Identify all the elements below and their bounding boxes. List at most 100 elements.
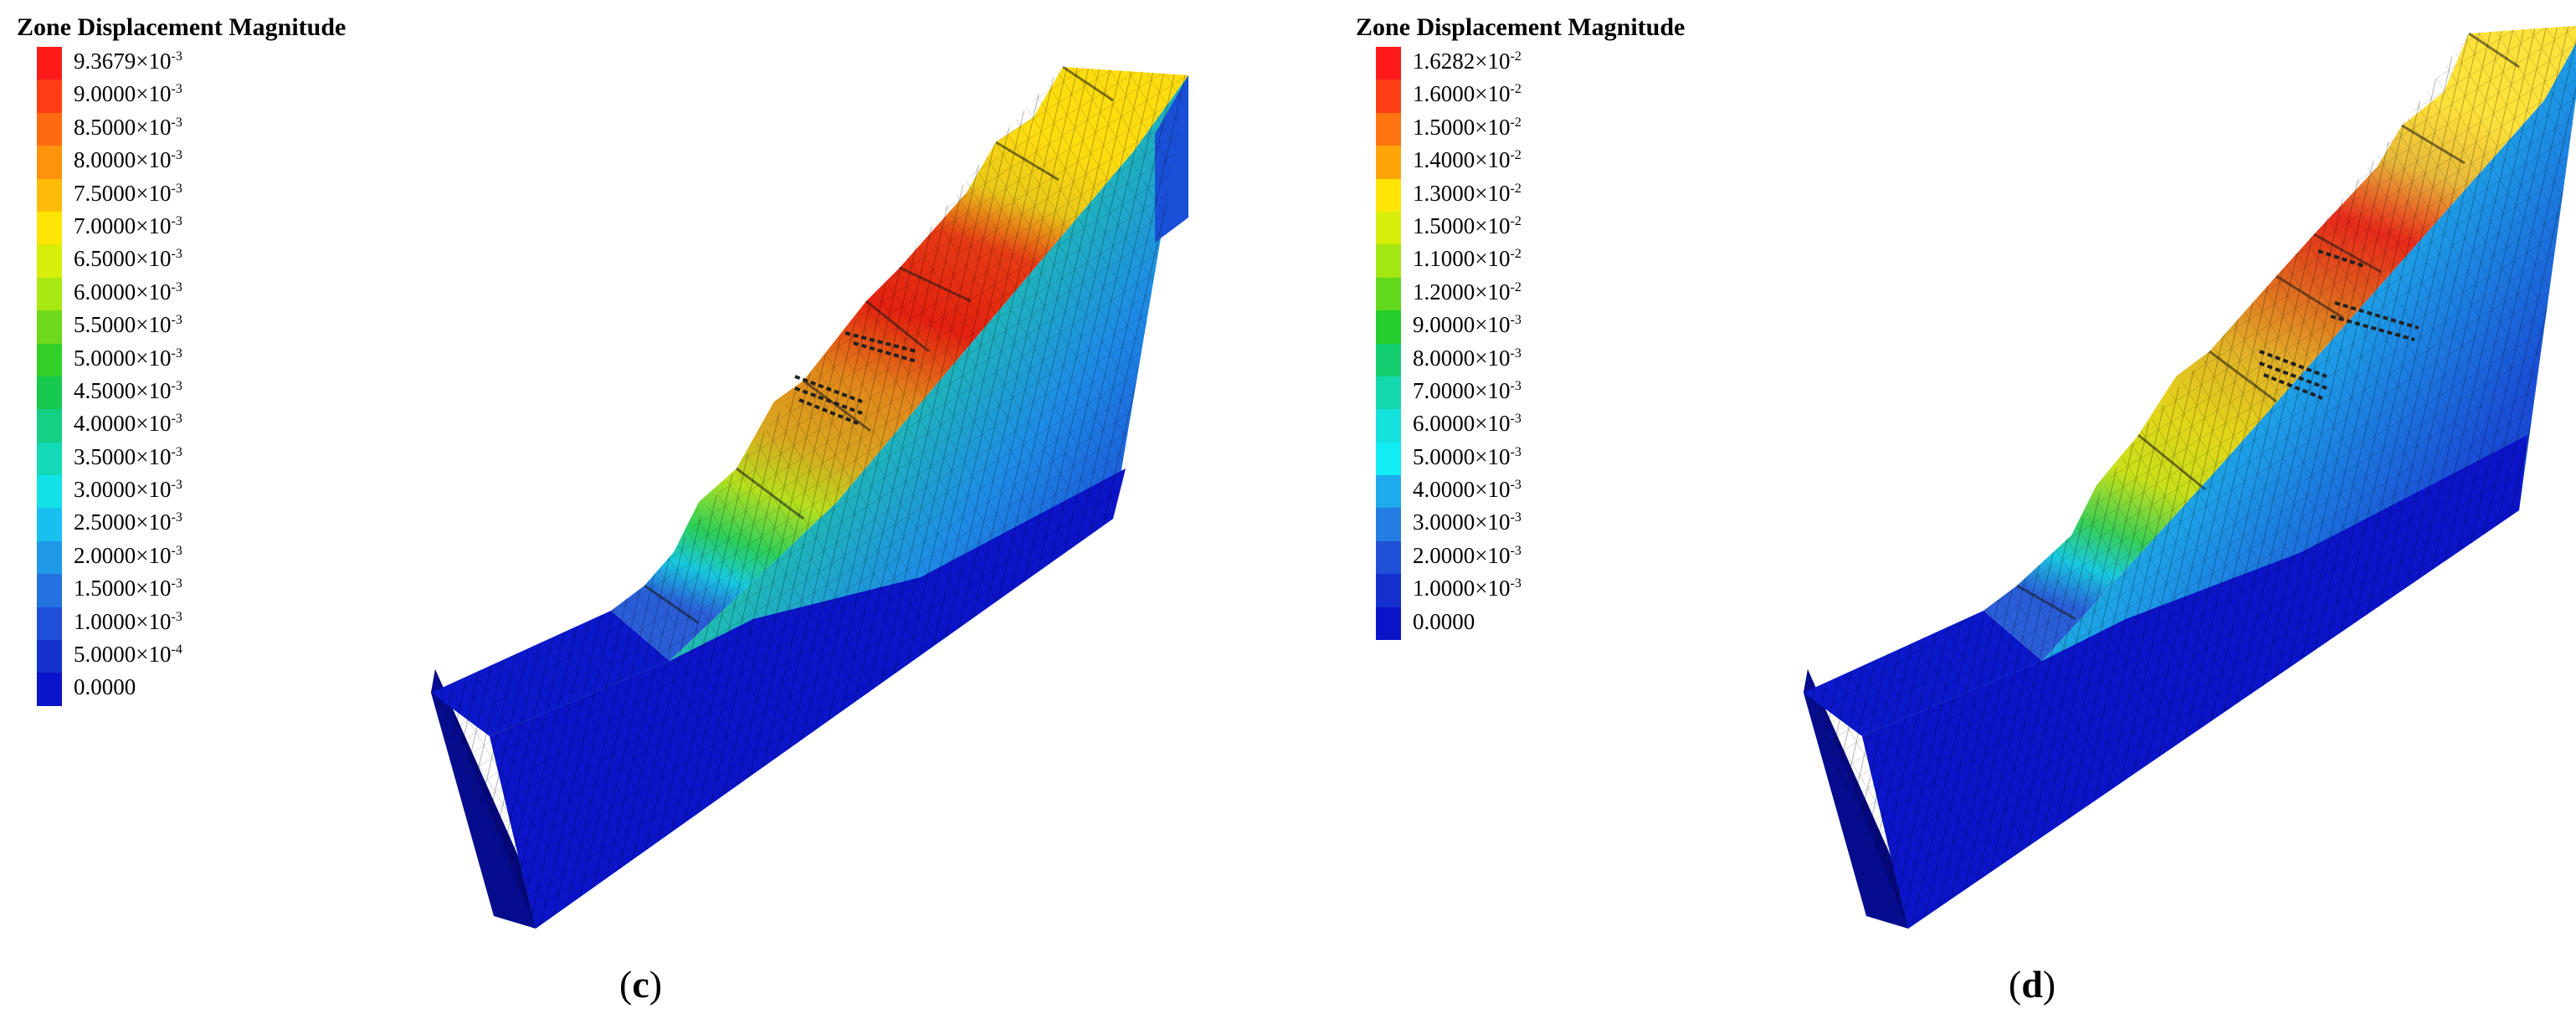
legend-value: 1.0000 xyxy=(1413,576,1475,601)
legend-swatch xyxy=(37,409,62,443)
legend-value: 3.0000 xyxy=(1413,509,1475,535)
legend-exponent: -3 xyxy=(1510,478,1521,493)
legend-value: 1.6282 xyxy=(1413,49,1475,74)
legend-label: 0.0000 xyxy=(74,674,136,699)
legend-value: 1.5000 xyxy=(74,576,136,601)
legend-label: 8.0000×10-3 xyxy=(74,147,182,173)
legend-label: 7.0000×10-3 xyxy=(74,212,182,238)
legend-swatch xyxy=(37,442,62,476)
legend-exponent: -2 xyxy=(1510,247,1521,262)
legend-exponent: -3 xyxy=(1510,543,1521,558)
legend-swatch xyxy=(1376,475,1401,509)
legend-exponent: -3 xyxy=(1510,576,1521,591)
legend-exponent: -2 xyxy=(1510,49,1521,64)
panel-c: Zone Displacement Magnitude 9.3679×10-3 9… xyxy=(17,13,1188,1006)
panel-caption: (d) xyxy=(2009,963,2056,1006)
legend-swatch xyxy=(37,376,62,410)
legend-swatch xyxy=(37,607,62,641)
legend-swatch xyxy=(37,146,62,179)
legend-exponent: -3 xyxy=(171,49,182,64)
legend-value: 6.0000 xyxy=(74,279,136,305)
legend-value: 0.0000 xyxy=(74,674,136,700)
legend-exponent: -3 xyxy=(171,279,182,294)
legend-exponent: -4 xyxy=(171,642,182,658)
legend-exponent: -3 xyxy=(1510,412,1521,427)
legend-value: 4.0000 xyxy=(74,411,136,437)
legend-label: 6.0000×10-3 xyxy=(1413,411,1521,437)
legend-swatch xyxy=(1376,343,1401,376)
legend-swatch xyxy=(1376,508,1401,541)
legend-label: 2.0000×10-3 xyxy=(1413,542,1521,568)
legend-exponent: -3 xyxy=(171,346,182,361)
legend-label: 5.0000×10-3 xyxy=(74,345,182,371)
legend-swatch xyxy=(37,508,62,541)
legend-exponent: -3 xyxy=(1510,313,1521,328)
legend-label: 7.0000×10-3 xyxy=(1413,377,1521,403)
legend-label: 8.5000×10-3 xyxy=(74,114,182,140)
legend-swatch xyxy=(1376,47,1401,80)
legend-exponent: -3 xyxy=(171,576,182,591)
legend-label: 0.0000 xyxy=(1413,609,1475,634)
legend-value: 3.0000 xyxy=(74,477,136,503)
legend-value: 1.4000 xyxy=(1413,147,1475,173)
legend-label: 1.5000×10-2 xyxy=(1413,114,1521,140)
legend-swatch xyxy=(37,112,62,146)
legend-value: 2.0000 xyxy=(74,542,136,568)
legend-label: 1.5000×10-3 xyxy=(74,576,182,601)
legend-label: 3.0000×10-3 xyxy=(74,477,182,503)
legend-label: 9.0000×10-3 xyxy=(1413,312,1521,338)
legend-swatch xyxy=(37,475,62,509)
legend-label: 1.0000×10-3 xyxy=(74,608,182,634)
legend-label: 1.6000×10-2 xyxy=(1413,81,1521,107)
legend-value: 1.3000 xyxy=(1413,180,1475,206)
legend-value: 4.5000 xyxy=(74,377,136,403)
legend-swatch xyxy=(1376,178,1401,212)
legend-swatch xyxy=(1376,607,1401,641)
legend-swatch xyxy=(1376,79,1401,113)
legend-swatch xyxy=(37,47,62,80)
legend-swatch xyxy=(1376,409,1401,443)
legend-label: 5.5000×10-3 xyxy=(74,312,182,338)
legend-label: 4.5000×10-3 xyxy=(74,377,182,403)
legend-exponent: -2 xyxy=(1510,213,1521,228)
legend-label: 3.5000×10-3 xyxy=(74,443,182,469)
legend-exponent: -2 xyxy=(1510,181,1521,196)
legend-exponent: -2 xyxy=(1510,82,1521,97)
legend-exponent: -3 xyxy=(171,444,182,459)
legend-exponent: -3 xyxy=(1510,510,1521,525)
legend-title: Zone Displacement Magnitude xyxy=(17,13,346,41)
legend-value: 9.0000 xyxy=(74,81,136,107)
legend-value: 5.5000 xyxy=(74,312,136,338)
legend-swatch xyxy=(37,310,62,344)
legend-swatch xyxy=(37,79,62,113)
panel-caption: (c) xyxy=(619,963,663,1006)
legend-swatch xyxy=(1376,211,1401,245)
legend-value: 6.5000 xyxy=(74,246,136,272)
legend-value: 2.0000 xyxy=(1413,542,1475,568)
legend-swatch xyxy=(1376,310,1401,344)
legend-label: 9.3679×10-3 xyxy=(74,49,182,74)
legend-exponent: -3 xyxy=(171,181,182,196)
legend-exponent: -3 xyxy=(171,115,182,130)
legend-value: 7.0000 xyxy=(74,212,136,238)
legend-value: 0.0000 xyxy=(1413,608,1475,634)
legend-exponent: -3 xyxy=(171,412,182,427)
legend-swatch xyxy=(37,540,62,575)
legend-value: 5.0000 xyxy=(74,345,136,371)
legend-swatch xyxy=(1376,574,1401,607)
legend-swatch xyxy=(37,277,62,311)
legend-exponent: -3 xyxy=(1510,346,1521,361)
legend-swatch xyxy=(1376,244,1401,278)
legend-value: 7.5000 xyxy=(74,180,136,206)
legend-swatch xyxy=(37,244,62,278)
legend-exponent: -3 xyxy=(171,82,182,97)
legend-value: 2.5000 xyxy=(74,509,136,535)
mesh-overlay xyxy=(1804,25,2576,929)
legend-value: 3.5000 xyxy=(74,443,136,469)
legend-swatch xyxy=(1376,376,1401,410)
legend-title: Zone Displacement Magnitude xyxy=(1356,13,1686,41)
legend-label: 1.0000×10-3 xyxy=(1413,576,1521,601)
legend-label: 2.5000×10-3 xyxy=(74,509,182,535)
legend-swatch xyxy=(37,673,62,706)
legend-exponent: -3 xyxy=(171,543,182,558)
